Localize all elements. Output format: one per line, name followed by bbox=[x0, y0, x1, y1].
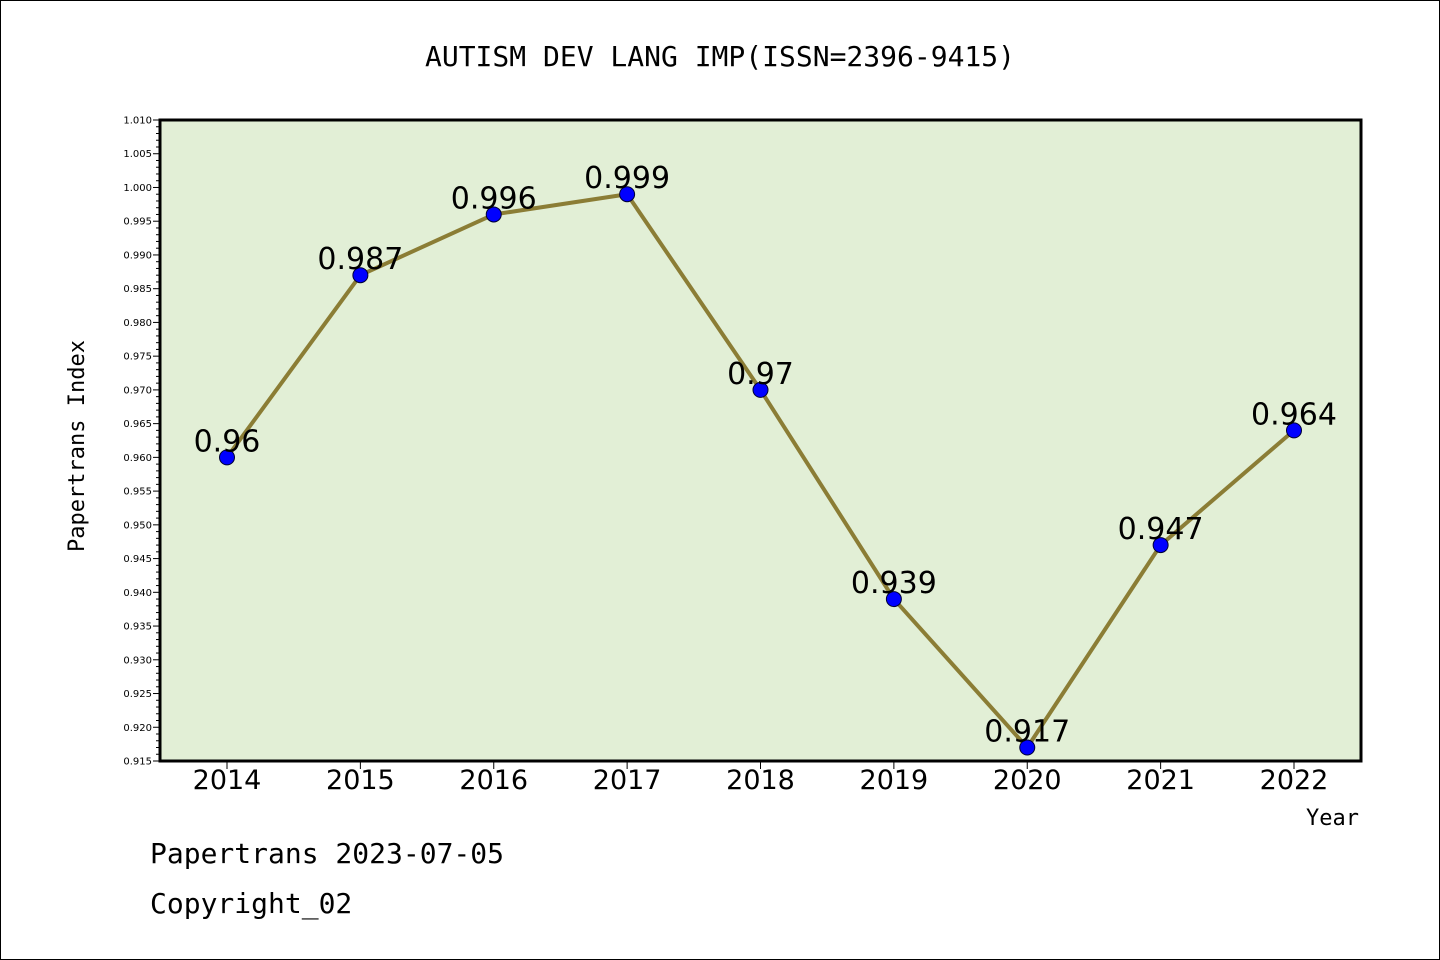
x-tick-label: 2022 bbox=[1260, 765, 1329, 796]
y-tick-label: 0.920 bbox=[123, 723, 152, 734]
plot-area bbox=[160, 120, 1361, 761]
data-point bbox=[1019, 739, 1036, 756]
y-tick-label: 0.970 bbox=[123, 385, 152, 396]
x-tick-label: 2019 bbox=[860, 765, 929, 796]
data-point bbox=[352, 267, 369, 284]
y-tick-label: 0.995 bbox=[123, 217, 152, 228]
x-tick-label: 2017 bbox=[593, 765, 662, 796]
y-axis: 0.915 0.920 0.925 0.930 0.935 0.940 0.945 0.950… bbox=[123, 116, 160, 768]
y-tick-label: 0.965 bbox=[123, 419, 152, 430]
data-label: 0.999 bbox=[584, 161, 670, 196]
y-tick-label: 0.955 bbox=[123, 487, 152, 498]
y-tick-label: 0.975 bbox=[123, 352, 152, 363]
data-label: 0.939 bbox=[851, 566, 937, 601]
y-tick-label: 0.960 bbox=[123, 453, 152, 464]
y-tick-label: 0.915 bbox=[123, 757, 152, 768]
y-tick-label: 0.925 bbox=[123, 689, 152, 700]
data-label: 0.996 bbox=[451, 181, 537, 216]
y-tick-label: 1.010 bbox=[123, 116, 152, 127]
x-axis-label: Year bbox=[1306, 806, 1359, 831]
x-tick-label: 2018 bbox=[726, 765, 795, 796]
y-tick-label: 0.990 bbox=[123, 250, 152, 261]
data-point bbox=[1152, 537, 1169, 554]
y-tick-label: 0.930 bbox=[123, 655, 152, 666]
y-tick-label: 0.950 bbox=[123, 520, 152, 531]
y-tick-label: 0.940 bbox=[123, 588, 152, 599]
series-line-group bbox=[219, 186, 1302, 756]
data-label: 0.987 bbox=[317, 242, 403, 277]
data-label: 0.917 bbox=[984, 715, 1070, 750]
y-tick-label: 0.980 bbox=[123, 318, 152, 329]
x-tick-label: 2016 bbox=[459, 765, 528, 796]
x-tick-label: 2015 bbox=[326, 765, 395, 796]
x-tick-label: 2021 bbox=[1126, 765, 1195, 796]
y-tick-label: 0.985 bbox=[123, 284, 152, 295]
data-label: 0.96 bbox=[194, 424, 261, 459]
footer-copyright: Copyright_02 bbox=[150, 887, 352, 921]
x-tick-label: 2020 bbox=[993, 765, 1062, 796]
x-axis: 2014 2015 2016 2017 2018 2019 2020 2021 2022 bbox=[193, 761, 1329, 796]
data-point bbox=[485, 206, 502, 223]
y-tick-label: 1.005 bbox=[123, 149, 152, 160]
data-label: 0.97 bbox=[727, 357, 794, 392]
data-point bbox=[1286, 422, 1302, 439]
data-labels-group: 0.96 0.987 0.996 0.999 0.97 0.939 0.917 0.947 0.… bbox=[194, 161, 1337, 749]
footer-date: Papertrans 2023-07-05 bbox=[150, 837, 504, 870]
y-tick-label: 0.935 bbox=[123, 622, 152, 633]
x-tick-label: 2014 bbox=[193, 765, 262, 796]
y-tick-label: 0.945 bbox=[123, 554, 152, 565]
y-tick-label: 1.000 bbox=[123, 183, 152, 194]
data-point bbox=[885, 591, 902, 608]
chart-title: AUTISM DEV LANG IMP(ISSN=2396-9415) bbox=[425, 40, 1015, 73]
plot-frame bbox=[158, 118, 1363, 763]
y-axis-label: Papertrans Index bbox=[65, 340, 90, 552]
data-label: 0.947 bbox=[1118, 512, 1204, 547]
data-label: 0.964 bbox=[1251, 397, 1337, 432]
data-point bbox=[752, 381, 769, 398]
data-point bbox=[619, 186, 636, 203]
data-point bbox=[219, 449, 235, 466]
